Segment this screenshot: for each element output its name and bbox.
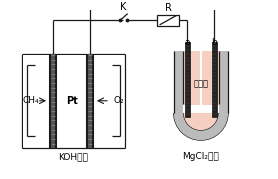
Text: Pt: Pt — [66, 96, 77, 106]
Bar — [157, 14, 179, 26]
Text: b: b — [211, 38, 217, 47]
Text: K: K — [120, 2, 126, 12]
Text: R: R — [165, 3, 172, 13]
Bar — [88, 54, 94, 148]
Bar — [23, 55, 50, 147]
Text: CH₄: CH₄ — [23, 96, 39, 105]
Bar — [50, 54, 56, 148]
Bar — [202, 51, 219, 105]
Bar — [23, 55, 124, 147]
Text: MgCl₂溶液: MgCl₂溶液 — [182, 153, 219, 161]
Text: O₂: O₂ — [113, 96, 124, 105]
Text: a: a — [184, 38, 190, 47]
Bar — [94, 55, 124, 147]
Bar — [212, 42, 217, 117]
Text: 石墨棒: 石墨棒 — [193, 79, 208, 88]
Bar — [56, 55, 86, 147]
Bar — [183, 51, 200, 105]
Wedge shape — [183, 113, 219, 131]
Bar — [185, 42, 190, 117]
Bar — [174, 51, 183, 113]
Bar — [219, 51, 228, 113]
Text: KOH溶液: KOH溶液 — [58, 153, 88, 161]
Wedge shape — [174, 113, 228, 140]
